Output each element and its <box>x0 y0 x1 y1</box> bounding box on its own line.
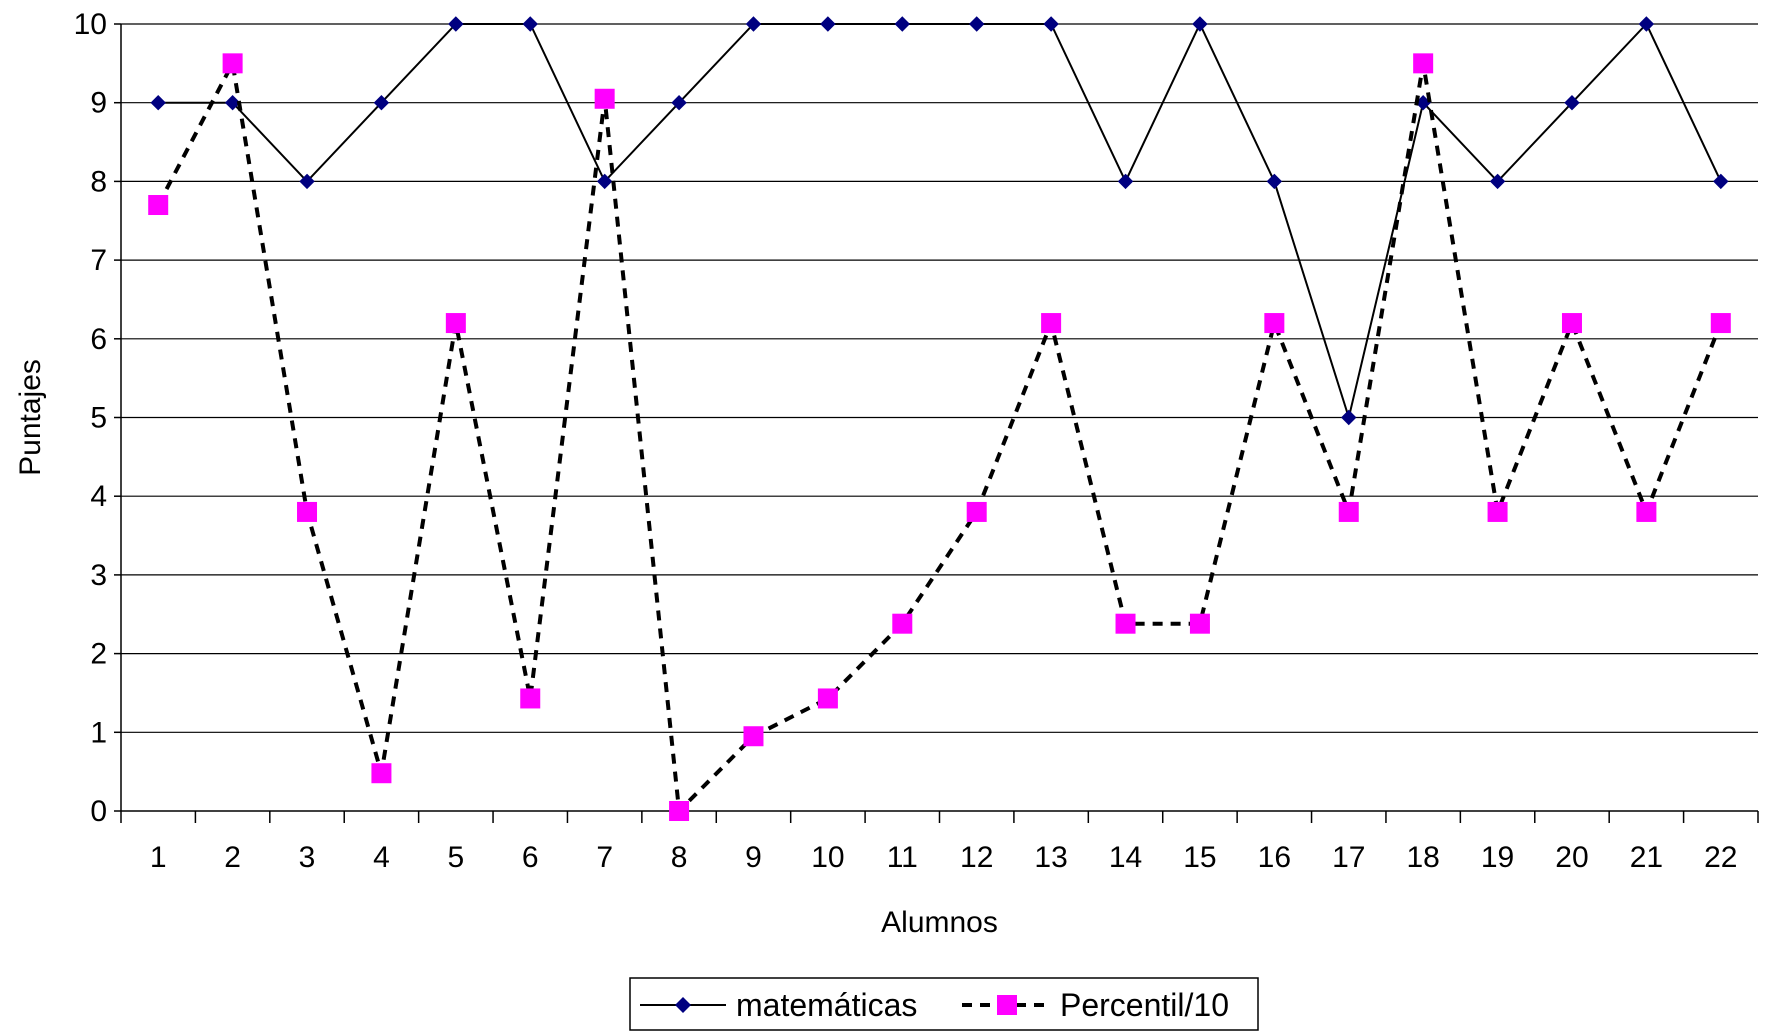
data-point <box>671 94 687 111</box>
legend: matemáticas Percentil/10 <box>629 977 1259 1031</box>
x-tick-label: 2 <box>224 841 241 874</box>
x-tick-label: 19 <box>1481 841 1514 874</box>
data-point <box>1117 173 1134 190</box>
x-tick-label: 11 <box>887 841 918 874</box>
data-point <box>1564 94 1580 111</box>
y-tick-label: 9 <box>90 87 107 120</box>
x-tick-label: 9 <box>745 841 762 874</box>
data-point <box>594 88 615 109</box>
data-point <box>1264 313 1285 334</box>
data-point <box>1192 16 1208 32</box>
data-point <box>1413 53 1434 74</box>
data-point <box>1115 613 1136 634</box>
x-tick-label: 1 <box>150 841 167 874</box>
x-tick-label: 10 <box>811 841 844 874</box>
x-tick-label: 20 <box>1555 841 1588 874</box>
x-axis-title: Alumnos <box>881 906 998 939</box>
data-point <box>1341 409 1357 426</box>
data-point <box>445 313 466 334</box>
data-point <box>1266 173 1283 190</box>
series-group <box>148 16 1731 821</box>
x-tick-label: 15 <box>1183 841 1216 874</box>
data-point <box>1713 173 1729 190</box>
data-point <box>1489 173 1506 190</box>
data-point <box>1638 16 1655 32</box>
x-tick-label: 8 <box>671 841 688 874</box>
series-percentil <box>148 53 1731 821</box>
data-point <box>1636 501 1657 522</box>
y-tick-label: 10 <box>74 8 107 41</box>
x-tick-label: 22 <box>1704 841 1737 874</box>
data-point <box>299 173 315 190</box>
data-point <box>148 195 169 216</box>
legend-box <box>629 977 1259 1031</box>
series-matematicas <box>150 16 1729 426</box>
data-point <box>222 53 243 74</box>
data-point <box>520 688 541 709</box>
data-point <box>968 16 985 32</box>
legend-marker-diamond <box>675 997 691 1013</box>
data-point <box>894 16 911 32</box>
y-tick-label: 7 <box>90 244 107 277</box>
x-tick-label: 5 <box>447 841 464 874</box>
y-tick-label: 6 <box>90 323 107 356</box>
data-point <box>1487 501 1508 522</box>
y-tick-label: 0 <box>90 795 107 828</box>
x-tick-label: 12 <box>960 841 993 874</box>
data-point <box>743 726 764 747</box>
data-point <box>1338 501 1359 522</box>
data-point <box>892 613 913 634</box>
x-tick-label: 3 <box>299 841 316 874</box>
data-point <box>1041 313 1062 334</box>
x-tick-label: 17 <box>1332 841 1365 874</box>
data-point <box>1189 613 1210 634</box>
data-point <box>745 16 762 32</box>
series-line <box>158 21 1722 422</box>
data-point <box>297 501 318 522</box>
data-point <box>817 688 838 709</box>
x-tick-label: 6 <box>522 841 539 874</box>
x-tick-label: 13 <box>1034 841 1067 874</box>
legend-label-percentil: Percentil/10 <box>1060 987 1229 1023</box>
gridlines <box>121 23 1758 733</box>
series-line <box>156 57 1723 816</box>
data-point <box>224 94 241 111</box>
y-tick-label: 8 <box>90 165 107 198</box>
x-tick-label: 14 <box>1109 841 1142 874</box>
y-tick-label: 1 <box>90 716 107 749</box>
data-point <box>522 16 538 32</box>
data-point <box>448 16 464 32</box>
x-tick-label: 7 <box>596 841 613 874</box>
y-axis-title: Puntajes <box>14 359 47 476</box>
data-point <box>669 801 690 821</box>
data-point <box>966 501 987 522</box>
y-tick-label: 2 <box>90 638 107 671</box>
data-point <box>596 173 613 190</box>
y-tick-label: 5 <box>90 402 107 435</box>
data-point <box>1710 313 1731 334</box>
y-tick-label: 4 <box>90 480 107 513</box>
y-tick-label: 3 <box>90 559 107 592</box>
data-point <box>371 763 392 784</box>
data-point <box>1043 16 1059 32</box>
data-point <box>820 16 836 32</box>
data-point <box>150 94 166 111</box>
x-tick-label: 16 <box>1258 841 1291 874</box>
legend-marker-square <box>997 995 1017 1015</box>
data-point <box>1561 313 1582 334</box>
data-point <box>373 94 390 111</box>
x-tick-label: 18 <box>1406 841 1439 874</box>
legend-label-matematicas: matemáticas <box>736 987 917 1023</box>
x-tick-label: 21 <box>1630 841 1663 874</box>
x-tick-label: 4 <box>373 841 390 874</box>
